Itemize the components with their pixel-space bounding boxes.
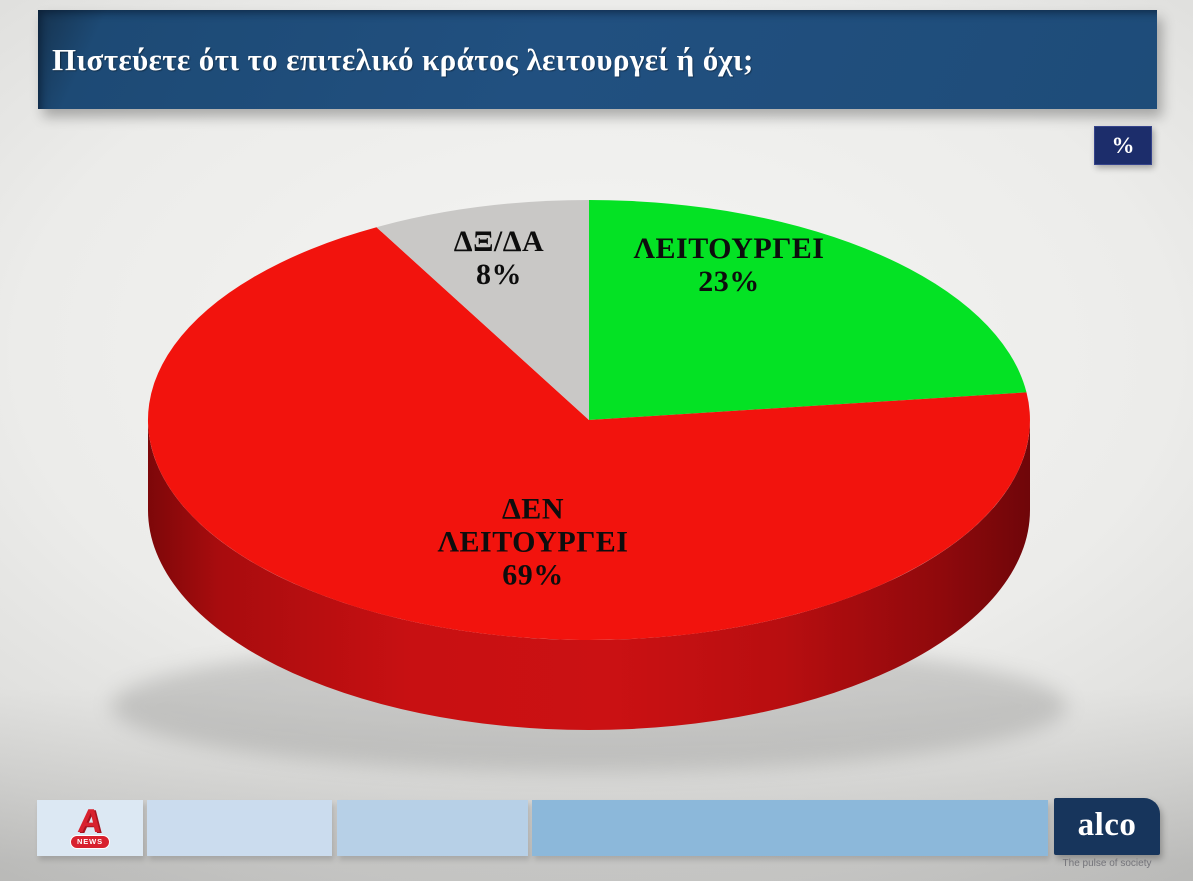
percent-badge-label: % <box>1111 132 1135 158</box>
alpha-tv-logo: A NEWS <box>37 800 143 856</box>
alco-tagline: The pulse of society <box>1062 858 1152 869</box>
pie-label-text: ΔΕΝ ΛΕΙΤΟΥΡΓΕΙ <box>437 492 629 559</box>
pie-label-dxda: ΔΞ/ΔΑ 8% <box>399 225 599 291</box>
pie-slice-0 <box>589 200 1027 420</box>
pie-3d-side <box>148 420 1030 730</box>
pie-label-text: ΔΞ/ΔΑ <box>453 225 545 258</box>
footer-bar-4 <box>532 800 1048 856</box>
pie-slice-1 <box>147 227 1030 640</box>
pie-label-den-leitourgei: ΔΕΝ ΛΕΙΤΟΥΡΓΕΙ 69% <box>418 493 648 592</box>
percent-badge: % <box>1094 126 1152 165</box>
pie-label-value: 23% <box>698 265 760 298</box>
alpha-a-icon: A <box>76 801 104 839</box>
pie-label-value: 8% <box>476 258 522 291</box>
pie-label-value: 69% <box>502 558 564 592</box>
footer-bar-2 <box>147 800 332 856</box>
alpha-news-badge: NEWS <box>69 834 111 849</box>
pie-label-leitourgei: ΛΕΙΤΟΥΡΓΕΙ 23% <box>599 232 859 298</box>
alco-logo: alco <box>1054 798 1160 855</box>
pie-label-text: ΛΕΙΤΟΥΡΓΕΙ <box>633 232 825 265</box>
alco-logo-text: alco <box>1077 806 1137 843</box>
question-title-bar: Πιστεύετε ότι το επιτελικό κράτος λειτου… <box>38 10 1157 109</box>
question-title: Πιστεύετε ότι το επιτελικό κράτος λειτου… <box>52 41 754 77</box>
footer-bar-3 <box>337 800 528 856</box>
pie-slice-2 <box>376 200 589 420</box>
